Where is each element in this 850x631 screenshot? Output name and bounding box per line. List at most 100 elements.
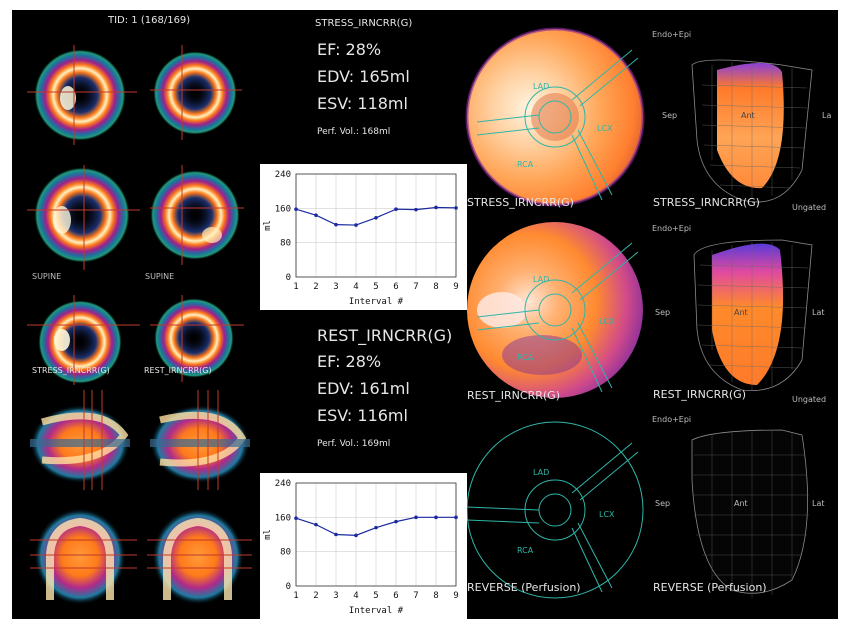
x-tick-label: 7 xyxy=(413,282,418,292)
volume-data-point xyxy=(454,515,458,520)
short-axis-slice xyxy=(27,45,137,145)
volume-curve-stress-plot: 0 80 160 240 1 2 3 4 5 6 7 8 9 Interval # ml xyxy=(260,164,467,310)
territory-lad: LAD xyxy=(533,275,550,284)
x-tick-label: 6 xyxy=(393,282,398,292)
long-axis-slice xyxy=(30,508,137,605)
lat-label: Lat xyxy=(812,499,825,508)
y-tick-label: 80 xyxy=(280,548,291,558)
short-axis-slice xyxy=(27,165,140,270)
volume-curve-rest-plot: 0 80 160 240 1 2 3 4 5 6 7 8 9 Interval # ml xyxy=(260,473,467,619)
y-tick-label: 160 xyxy=(275,204,291,214)
x-tick-label: 7 xyxy=(413,591,418,601)
x-tick-label: 5 xyxy=(373,282,378,292)
x-axis-label: Interval # xyxy=(349,606,404,616)
rest-study-title: REST_IRNCRR(G) xyxy=(317,326,453,345)
sep-label: Sep xyxy=(655,499,671,508)
lat-label: La xyxy=(822,111,832,120)
volume-data-point xyxy=(374,525,378,530)
x-tick-label: 8 xyxy=(433,591,438,601)
rest-slices-label: REST_IRNCRR(G) xyxy=(144,366,212,375)
x-tick-label: 3 xyxy=(333,591,338,601)
y-tick-label: 80 xyxy=(280,239,291,249)
volume-data-point xyxy=(354,223,358,227)
volume-curve-rest: 0 80 160 240 1 2 3 4 5 6 7 8 9 Interval # ml xyxy=(260,473,467,619)
viewer-canvas xyxy=(27,27,813,605)
polar-map-rest-label: REST_IRNCRR(G) xyxy=(467,389,560,402)
supine-label: SUPINE xyxy=(145,272,175,281)
endo-epi-label: Endo+Epi xyxy=(652,415,692,424)
endo-epi-label: Endo+Epi xyxy=(652,224,692,233)
x-tick-label: 1 xyxy=(293,591,298,601)
y-tick-label: 160 xyxy=(275,513,291,523)
surface-view-rest xyxy=(693,239,813,392)
y-tick-label: 0 xyxy=(286,273,291,283)
volume-data-point xyxy=(374,215,378,220)
territory-lad: LAD xyxy=(533,468,550,477)
volume-data-point xyxy=(334,222,338,227)
ant-label: Ant xyxy=(741,111,755,120)
stress-edv-value: EDV: 165ml xyxy=(317,67,410,86)
stress-esv-value: ESV: 118ml xyxy=(317,94,408,113)
short-axis-slice xyxy=(150,165,244,265)
volume-data-point xyxy=(454,206,458,210)
volume-data-point xyxy=(434,205,438,210)
x-tick-label: 6 xyxy=(393,591,398,601)
chart-background xyxy=(260,164,467,310)
plot-frame xyxy=(295,482,457,587)
sep-label: Sep xyxy=(662,111,678,120)
x-tick-label: 2 xyxy=(313,591,318,601)
long-axis-slice xyxy=(30,390,130,490)
sep-label: Sep xyxy=(655,308,671,317)
volume-data-point xyxy=(294,207,298,211)
volume-data-point xyxy=(434,515,438,520)
short-axis-slice xyxy=(150,295,244,382)
territory-lcx: LCX xyxy=(599,510,615,519)
y-tick-label: 0 xyxy=(286,582,291,592)
x-tick-label: 2 xyxy=(313,282,318,292)
plot-frame xyxy=(295,173,457,278)
surface-stress-label: STRESS_IRNCRR(G) xyxy=(653,196,760,209)
surface-view-reverse xyxy=(691,429,809,598)
tid-label: TID: 1 (168/169) xyxy=(108,15,191,26)
polar-map-stress-label: STRESS_IRNCRR(G) xyxy=(467,196,574,209)
ungated-label: Ungated xyxy=(792,395,827,404)
y-axis-label: ml xyxy=(263,220,273,231)
rest-esv-value: ESV: 116ml xyxy=(317,406,408,425)
long-axis-slice xyxy=(150,390,250,490)
volume-data-point xyxy=(414,515,418,520)
endo-epi-label: Endo+Epi xyxy=(652,30,692,39)
short-axis-slice xyxy=(27,295,140,385)
rest-edv-value: EDV: 161ml xyxy=(317,379,410,398)
x-tick-label: 3 xyxy=(333,282,338,292)
long-axis-slice xyxy=(147,508,252,605)
territory-lad: LAD xyxy=(533,82,550,91)
y-tick-label: 240 xyxy=(275,479,291,489)
x-tick-label: 8 xyxy=(433,282,438,292)
territory-lcx: LCX xyxy=(597,124,613,133)
cardiac-spect-viewer: TID: 1 (168/169) STRESS_IRNCRR(G) EF: 28… xyxy=(12,10,838,619)
surface-reverse-label: REVERSE (Perfusion) xyxy=(653,581,767,594)
x-tick-label: 4 xyxy=(353,591,358,601)
volume-data-point xyxy=(414,207,418,212)
short-axis-slice xyxy=(150,45,242,140)
x-axis-label: Interval # xyxy=(349,297,404,307)
x-tick-label: 5 xyxy=(373,591,378,601)
lat-label: Lat xyxy=(812,308,825,317)
volume-data-point xyxy=(394,207,398,211)
supine-label: SUPINE xyxy=(32,272,62,281)
volume-data-point xyxy=(314,522,318,527)
ungated-label: Ungated xyxy=(792,203,827,212)
territory-lcx: LCX xyxy=(599,317,615,326)
stress-perf-vol: Perf. Vol.: 168ml xyxy=(317,127,391,137)
territory-rca: RCA xyxy=(517,546,534,555)
y-axis-label: ml xyxy=(263,529,273,540)
polar-map-reverse xyxy=(466,421,644,599)
ant-label: Ant xyxy=(734,308,748,317)
x-tick-label: 9 xyxy=(453,591,458,601)
rest-perf-vol: Perf. Vol.: 169ml xyxy=(317,439,391,449)
x-tick-label: 1 xyxy=(293,282,298,292)
territory-rca: RCA xyxy=(517,353,534,362)
stress-slices-label: STRESS_IRNCRR(G) xyxy=(32,366,110,375)
polar-map-stress xyxy=(465,27,645,207)
volume-data-point xyxy=(314,213,318,217)
